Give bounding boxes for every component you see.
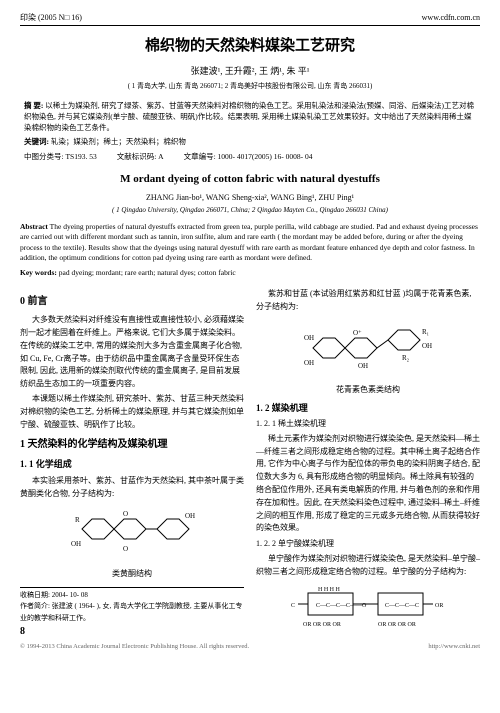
section-0-para-2: 本课题以稀土作媒染剂, 研究茶叶、紫苏、甘蓝三种天然染料对棉织物的染色工艺, 分… bbox=[20, 393, 244, 431]
journal-url: www.cdfn.com.cn bbox=[422, 12, 480, 23]
svg-text:OH: OH bbox=[185, 512, 195, 520]
abstract-cn-label: 摘 要: bbox=[24, 101, 43, 110]
article-id: 文章编号: 1000- 4017(2005) 16- 0008- 04 bbox=[184, 152, 313, 163]
copyright-row: © 1994-2013 China Academic Journal Elect… bbox=[20, 642, 480, 651]
svg-text:O: O bbox=[123, 510, 128, 518]
section-1-title: 1 天然染料的化学结构及媒染机理 bbox=[20, 437, 244, 453]
received-date: 收稿日期: 2004- 10- 08 bbox=[20, 590, 244, 601]
keywords-cn-text: 轧染；媒染剂；稀土；天然染料；棉织物 bbox=[51, 137, 186, 146]
abstract-en-text: The dyeing properties of natural dyestuf… bbox=[20, 222, 478, 263]
abstract-chinese: 摘 要: 以稀土为媒染剂, 研究了绿茶、紫苏、甘蓝等天然染料对棉织物的染色工艺。… bbox=[20, 100, 480, 134]
page-number: 8 bbox=[20, 624, 244, 640]
svg-text:C—C—C—C: C—C—C—C bbox=[385, 603, 419, 609]
page-header: 印染 (2005 N□ 16) www.cdfn.com.cn bbox=[20, 12, 480, 26]
section-1-2-title: 1. 2 媒染机理 bbox=[256, 401, 480, 415]
svg-text:C: C bbox=[291, 603, 295, 609]
svg-text:C—C—C—C——O: C—C—C—C——O bbox=[316, 603, 367, 609]
structure-1-label: 类黄酮结构 bbox=[20, 568, 244, 581]
section-1-2-1-para: 稀土元素作为媒染剂对织物进行媒染染色, 是天然染料—稀土—纤维三者之间形成稳定络… bbox=[256, 433, 480, 535]
abstract-en-label: Abstract bbox=[20, 222, 48, 231]
svg-text:OH: OH bbox=[422, 342, 432, 350]
section-1-2-1-title: 1. 2. 1 稀土媒染机理 bbox=[256, 418, 480, 431]
journal-issue: 印染 (2005 N□ 16) bbox=[20, 12, 82, 23]
svg-text:OH: OH bbox=[304, 359, 314, 367]
svg-text:OH: OH bbox=[71, 540, 81, 548]
tannin-structure-icon: H H H H C—C—C—C——O C—C—C—C C OR OR OR OR… bbox=[283, 583, 453, 633]
two-column-body: 0 前言 大多数天然染料对纤维没有直接性或直接性较小, 必须藉媒染剂一起才能固着… bbox=[20, 288, 480, 640]
svg-text:OH: OH bbox=[358, 362, 368, 370]
affiliation-english: ( 1 Qingdao University, Qingdao 266071, … bbox=[20, 206, 480, 216]
left-column: 0 前言 大多数天然染料对纤维没有直接性或直接性较小, 必须藉媒染剂一起才能固着… bbox=[20, 288, 244, 640]
affiliation-chinese: ( 1 青岛大学, 山东 青岛 266071; 2 青岛美好中核股份有限公司, … bbox=[20, 82, 480, 92]
section-0-para-1: 大多数天然染料对纤维没有直接性或直接性较小, 必须藉媒染剂一起才能固着在纤维上。… bbox=[20, 314, 244, 391]
cnki-url: http://www.cnki.net bbox=[428, 642, 480, 651]
keywords-en-label: Key words: bbox=[20, 268, 57, 277]
svg-text:H H H H: H H H H bbox=[318, 587, 340, 593]
svg-text:OH: OH bbox=[304, 334, 314, 342]
svg-text:R₂: R₂ bbox=[402, 354, 410, 362]
structure-2-label: 花青素色素类结构 bbox=[256, 384, 480, 397]
abstract-cn-text: 以稀土为媒染剂, 研究了绿茶、紫苏、甘蓝等天然染料对棉织物的染色工艺。采用轧染法… bbox=[24, 101, 474, 133]
class-number: 中图分类号: TS193. 53 bbox=[24, 152, 97, 163]
section-1-1-title: 1. 1 化学组成 bbox=[20, 457, 244, 471]
keywords-english: Key words: pad dyeing; mordant; rare ear… bbox=[20, 268, 480, 279]
flavonoid-structure-icon: R OH O O OH bbox=[67, 504, 197, 564]
classification-row: 中图分类号: TS193. 53 文献标识码: A 文章编号: 1000- 40… bbox=[20, 152, 480, 163]
svg-text:OR: OR bbox=[435, 603, 443, 609]
copyright-text: © 1994-2013 China Academic Journal Elect… bbox=[20, 642, 249, 651]
authors-chinese: 张建波¹, 王升霞², 王 炳¹, 朱 平¹ bbox=[20, 65, 480, 78]
anthocyanin-structure-icon: OH OH O⁺ OH R₁ OH R₂ bbox=[298, 318, 438, 380]
svg-text:OR OR OR OR: OR OR OR OR bbox=[378, 622, 416, 628]
keywords-cn-label: 关键词: bbox=[24, 137, 49, 146]
keywords-chinese: 关键词: 轧染；媒染剂；稀土；天然染料；棉织物 bbox=[20, 137, 480, 148]
doc-code: 文献标识码: A bbox=[117, 152, 164, 163]
keywords-en-text: pad dyeing; mordant; rare earth; natural… bbox=[59, 268, 236, 277]
section-1-1-para-2: 紫苏和甘蓝 (本试验用红紫苏和红甘蓝 )均属于花青素色素, 分子结构为: bbox=[256, 288, 480, 314]
title-english: M ordant dyeing of cotton fabric with na… bbox=[20, 172, 480, 187]
authors-english: ZHANG Jian-bo¹, WANG Sheng-xia², WANG Bi… bbox=[20, 192, 480, 203]
title-chinese: 棉织物的天然染料媒染工艺研究 bbox=[20, 36, 480, 57]
svg-text:O: O bbox=[123, 545, 128, 553]
section-1-1-para: 本实验采用茶叶、紫苏、甘蓝作为天然染料, 其中茶叶属于类黄酮类化合物, 分子结构… bbox=[20, 475, 244, 501]
abstract-english: Abstract The dyeing properties of natura… bbox=[20, 222, 480, 264]
section-1-2-2-para: 单宁酸作为媒染剂对织物进行媒染染色, 是天然染料–单宁酸–织物三者之间形成稳定络… bbox=[256, 553, 480, 579]
svg-text:O⁺: O⁺ bbox=[353, 329, 362, 337]
right-column: 紫苏和甘蓝 (本试验用红紫苏和红甘蓝 )均属于花青素色素, 分子结构为: OH … bbox=[256, 288, 480, 640]
section-0-title: 0 前言 bbox=[20, 294, 244, 310]
svg-text:R₁: R₁ bbox=[422, 328, 429, 336]
svg-text:OR OR OR OR: OR OR OR OR bbox=[303, 622, 341, 628]
footer-block: 收稿日期: 2004- 10- 08 作者简介: 张建波 ( 1964- ), … bbox=[20, 587, 244, 624]
section-1-2-2-title: 1. 2. 2 单宁酸媒染机理 bbox=[256, 538, 480, 551]
author-bio: 作者简介: 张建波 ( 1964- ), 女, 青岛大学化工学院副教授, 主要从… bbox=[20, 601, 244, 623]
svg-text:R: R bbox=[75, 516, 80, 524]
